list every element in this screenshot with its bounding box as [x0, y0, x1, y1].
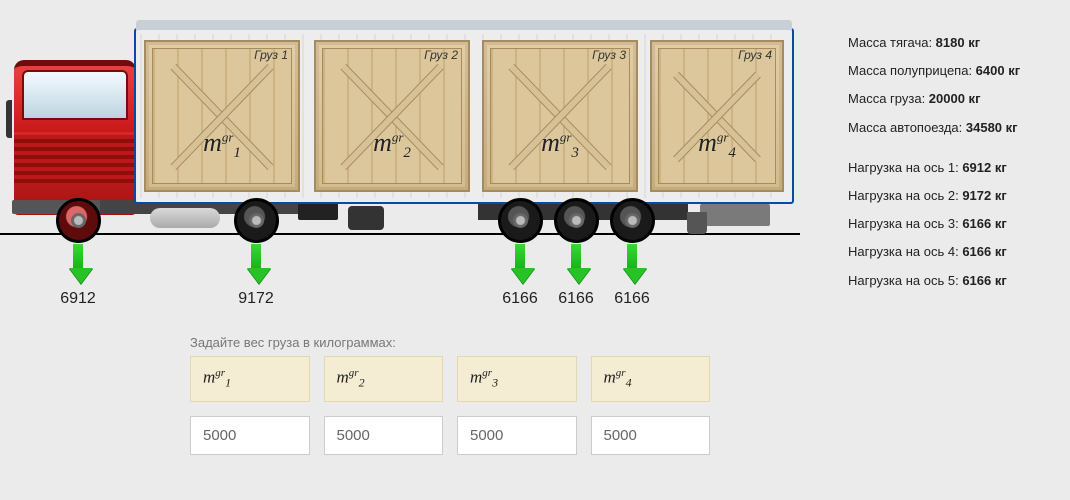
info-row: Масса полуприцепа: 6400 кг: [848, 62, 1058, 80]
rear-box: [700, 204, 770, 226]
wheel-2: [234, 198, 279, 243]
axle-value-5: 6166: [614, 290, 650, 308]
weight-input-1[interactable]: [190, 416, 310, 455]
crate-mass-symbol: mgr2: [316, 128, 468, 162]
info-value: 6166 кг: [962, 216, 1006, 231]
weight-input-2[interactable]: [324, 416, 444, 455]
axle-arrow-5: [623, 244, 641, 284]
weight-input-4[interactable]: [591, 416, 711, 455]
info-value: 20000 кг: [929, 91, 981, 106]
weight-header-4: mgr4: [591, 356, 711, 402]
crate-label: Груз 2: [424, 48, 458, 62]
axle-arrow-1: [69, 244, 87, 284]
wheel-4: [554, 198, 599, 243]
form-input-row: [190, 416, 710, 455]
info-value: 6166 кг: [962, 244, 1006, 259]
mudflap: [687, 212, 707, 234]
info-value: 8180 кг: [936, 35, 980, 50]
info-row: Нагрузка на ось 2: 9172 кг: [848, 187, 1058, 205]
info-value: 6166 кг: [962, 273, 1006, 288]
weight-header-1: mgr1: [190, 356, 310, 402]
info-row: Нагрузка на ось 5: 6166 кг: [848, 272, 1058, 290]
trailer: Груз 1 mgr1 Груз 2 mgr2 Груз 3 mgr3 Груз 4 mgr4: [134, 28, 794, 204]
info-panel: Масса тягача: 8180 кг Масса полуприцепа: …: [848, 34, 1058, 300]
crate-2: Груз 2 mgr2: [314, 40, 470, 192]
crate-mass-symbol: mgr3: [484, 128, 636, 162]
info-value: 6912 кг: [962, 160, 1006, 175]
info-label: Нагрузка на ось 5:: [848, 273, 962, 288]
crate-label: Груз 1: [254, 48, 288, 62]
form-title: Задайте вес груза в килограммах:: [190, 335, 710, 350]
info-row: Масса груза: 20000 кг: [848, 90, 1058, 108]
wheel-5: [610, 198, 655, 243]
crate-mass-symbol: mgr1: [146, 128, 298, 162]
wheel-3: [498, 198, 543, 243]
axle-value-1: 6912: [60, 290, 96, 308]
form-header-row: mgr1 mgr2 mgr3 mgr4: [190, 356, 710, 402]
info-value: 9172 кг: [962, 188, 1006, 203]
weight-header-3: mgr3: [457, 356, 577, 402]
axle-value-4: 6166: [558, 290, 594, 308]
ground-line: [0, 233, 800, 235]
crate-4: Груз 4 mgr4: [650, 40, 784, 192]
truck-cab: [14, 60, 136, 215]
info-label: Масса груза:: [848, 91, 929, 106]
weight-input-3[interactable]: [457, 416, 577, 455]
info-row: Нагрузка на ось 4: 6166 кг: [848, 243, 1058, 261]
truck-diagram: Груз 1 mgr1 Груз 2 mgr2 Груз 3 mgr3 Груз 4 mgr4…: [0, 0, 820, 300]
fuel-tank: [150, 208, 220, 228]
info-label: Масса полуприцепа:: [848, 63, 976, 78]
axle-arrow-3: [511, 244, 529, 284]
weight-header-2: mgr2: [324, 356, 444, 402]
info-row: Нагрузка на ось 1: 6912 кг: [848, 159, 1058, 177]
axle-value-3: 6166: [502, 290, 538, 308]
info-row: Масса автопоезда: 34580 кг: [848, 119, 1058, 137]
info-row: Нагрузка на ось 3: 6166 кг: [848, 215, 1058, 233]
crate-label: Груз 3: [592, 48, 626, 62]
axle-arrow-2: [247, 244, 265, 284]
crate-3: Груз 3 mgr3: [482, 40, 638, 192]
crate-label: Груз 4: [738, 48, 772, 62]
info-value: 34580 кг: [966, 120, 1018, 135]
info-row: Масса тягача: 8180 кг: [848, 34, 1058, 52]
info-label: Нагрузка на ось 4:: [848, 244, 962, 259]
crate-1: Груз 1 mgr1: [144, 40, 300, 192]
info-label: Нагрузка на ось 1:: [848, 160, 962, 175]
crate-mass-symbol: mgr4: [652, 128, 782, 162]
spare-wheel-box: [348, 206, 384, 230]
info-value: 6400 кг: [976, 63, 1020, 78]
axle-value-2: 9172: [238, 290, 274, 308]
info-label: Масса тягача:: [848, 35, 936, 50]
info-label: Нагрузка на ось 2:: [848, 188, 962, 203]
axle-arrow-4: [567, 244, 585, 284]
weight-form: Задайте вес груза в килограммах: mgr1mgr…: [190, 335, 710, 455]
info-label: Нагрузка на ось 3:: [848, 216, 962, 231]
info-label: Масса автопоезда:: [848, 120, 966, 135]
wheel-1: [56, 198, 101, 243]
